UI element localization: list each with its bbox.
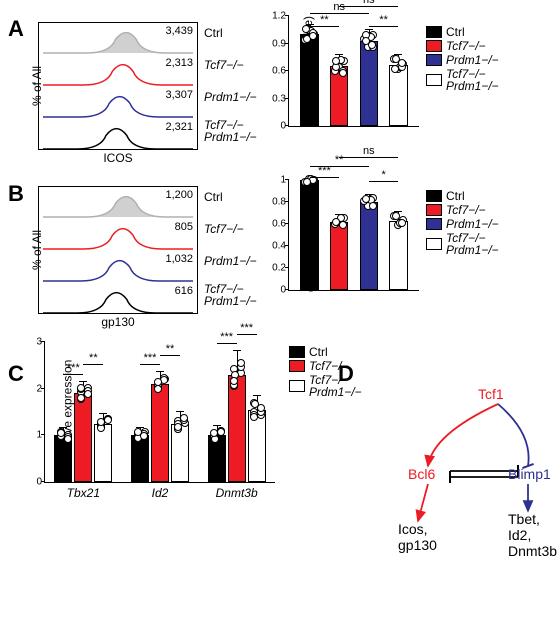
histogram-value: 1,200: [165, 189, 193, 201]
bar-chart: gp130 gMFI (relative)00.20.40.60.81*****…: [288, 180, 419, 291]
legend: CtrlTcf7−/−Prdm1−/−Tcf7−/−Prdm1−/−: [426, 26, 499, 94]
bar: [300, 34, 318, 126]
bar: [300, 180, 318, 290]
significance-label: ns: [359, 0, 379, 6]
bar: [389, 221, 407, 290]
significance-label: ***: [140, 352, 160, 364]
histogram-value: 3,439: [165, 25, 193, 37]
histogram-value: 3,307: [165, 89, 193, 101]
histogram-row-label: Ctrl: [204, 191, 223, 203]
gene-label: Tbx21: [67, 486, 100, 500]
histogram-value: 2,321: [165, 121, 193, 133]
panel-c-plot: Relative expression0123*****Tbx21*****Id…: [44, 342, 275, 483]
bar: [228, 375, 246, 482]
histogram-row-label: Tcf7−/−: [204, 223, 244, 235]
bar: [94, 424, 112, 482]
significance-label: ***: [63, 362, 83, 374]
x-axis-label: ICOS: [103, 151, 132, 165]
significance-label: **: [83, 352, 103, 364]
plot-area: ICOS gMFI (relative)00.30.60.91.2**nsns*…: [288, 16, 419, 127]
significance-label: ns: [359, 145, 379, 157]
bar: [248, 410, 266, 482]
histogram-value: 2,313: [165, 57, 193, 69]
gene-label: Id2: [152, 486, 169, 500]
histogram-row-label: Tcf7−/−Prdm1−/−: [204, 119, 257, 143]
panel-label-b: B: [8, 181, 24, 207]
bar: [151, 384, 169, 482]
significance-label: *: [374, 169, 394, 181]
histogram-row-label: Prdm1−/−: [204, 91, 257, 103]
bar: [360, 202, 378, 290]
histogram-plot: % of Allgp1301,200Ctrl805Tcf7−/−1,032Prd…: [38, 186, 198, 314]
plot-area: gp130 gMFI (relative)00.20.40.60.81*****…: [288, 180, 419, 291]
histogram-value: 805: [175, 221, 193, 233]
bar: [389, 65, 407, 126]
gene-label: Dnmt3b: [216, 486, 258, 500]
histogram-plot: % of AllICOS3,439Ctrl2,313Tcf7−/−3,307Pr…: [38, 22, 198, 150]
significance-label: **: [374, 14, 394, 26]
bar: [330, 222, 348, 290]
bar-chart: ICOS gMFI (relative)00.30.60.91.2**nsns*…: [288, 16, 419, 127]
histogram-row-label: Ctrl: [204, 27, 223, 39]
significance-label: ***: [217, 331, 237, 343]
bar: [360, 41, 378, 126]
bar: [54, 435, 72, 482]
diagram-node-tcf1: Tcf1: [478, 386, 504, 402]
histogram-value: 1,032: [165, 253, 193, 265]
regulatory-diagram: Tcf1Bcl6Blimp1Icos,gp130Tbet,Id2,Dnmt3b: [368, 376, 560, 546]
diagram-node-bcl6: Bcl6: [408, 466, 435, 482]
panel-label-c: C: [8, 361, 24, 387]
significance-label: ns: [329, 1, 349, 13]
diagram-node-tbet: Tbet,Id2,Dnmt3b: [508, 511, 557, 559]
histogram-value: 616: [175, 285, 193, 297]
significance-label: **: [314, 14, 334, 26]
bar: [131, 435, 149, 482]
significance-label: ***: [237, 322, 257, 334]
legend: CtrlTcf7−/−Prdm1−/−Tcf7−/−Prdm1−/−: [426, 190, 499, 258]
panel-label-d: D: [338, 361, 354, 387]
diagram-node-blimp1: Blimp1: [508, 466, 551, 482]
histogram-row-label: Tcf7−/−: [204, 59, 244, 71]
histogram-row-label: Tcf7−/−Prdm1−/−: [204, 283, 257, 307]
histogram-row-label: Prdm1−/−: [204, 255, 257, 267]
panel-label-a: A: [8, 16, 24, 42]
diagram-node-icos_gp130: Icos,gp130: [398, 521, 437, 553]
significance-label: **: [160, 343, 180, 355]
significance-label: **: [329, 154, 349, 166]
bar: [74, 393, 92, 482]
x-axis-label: gp130: [101, 315, 134, 329]
